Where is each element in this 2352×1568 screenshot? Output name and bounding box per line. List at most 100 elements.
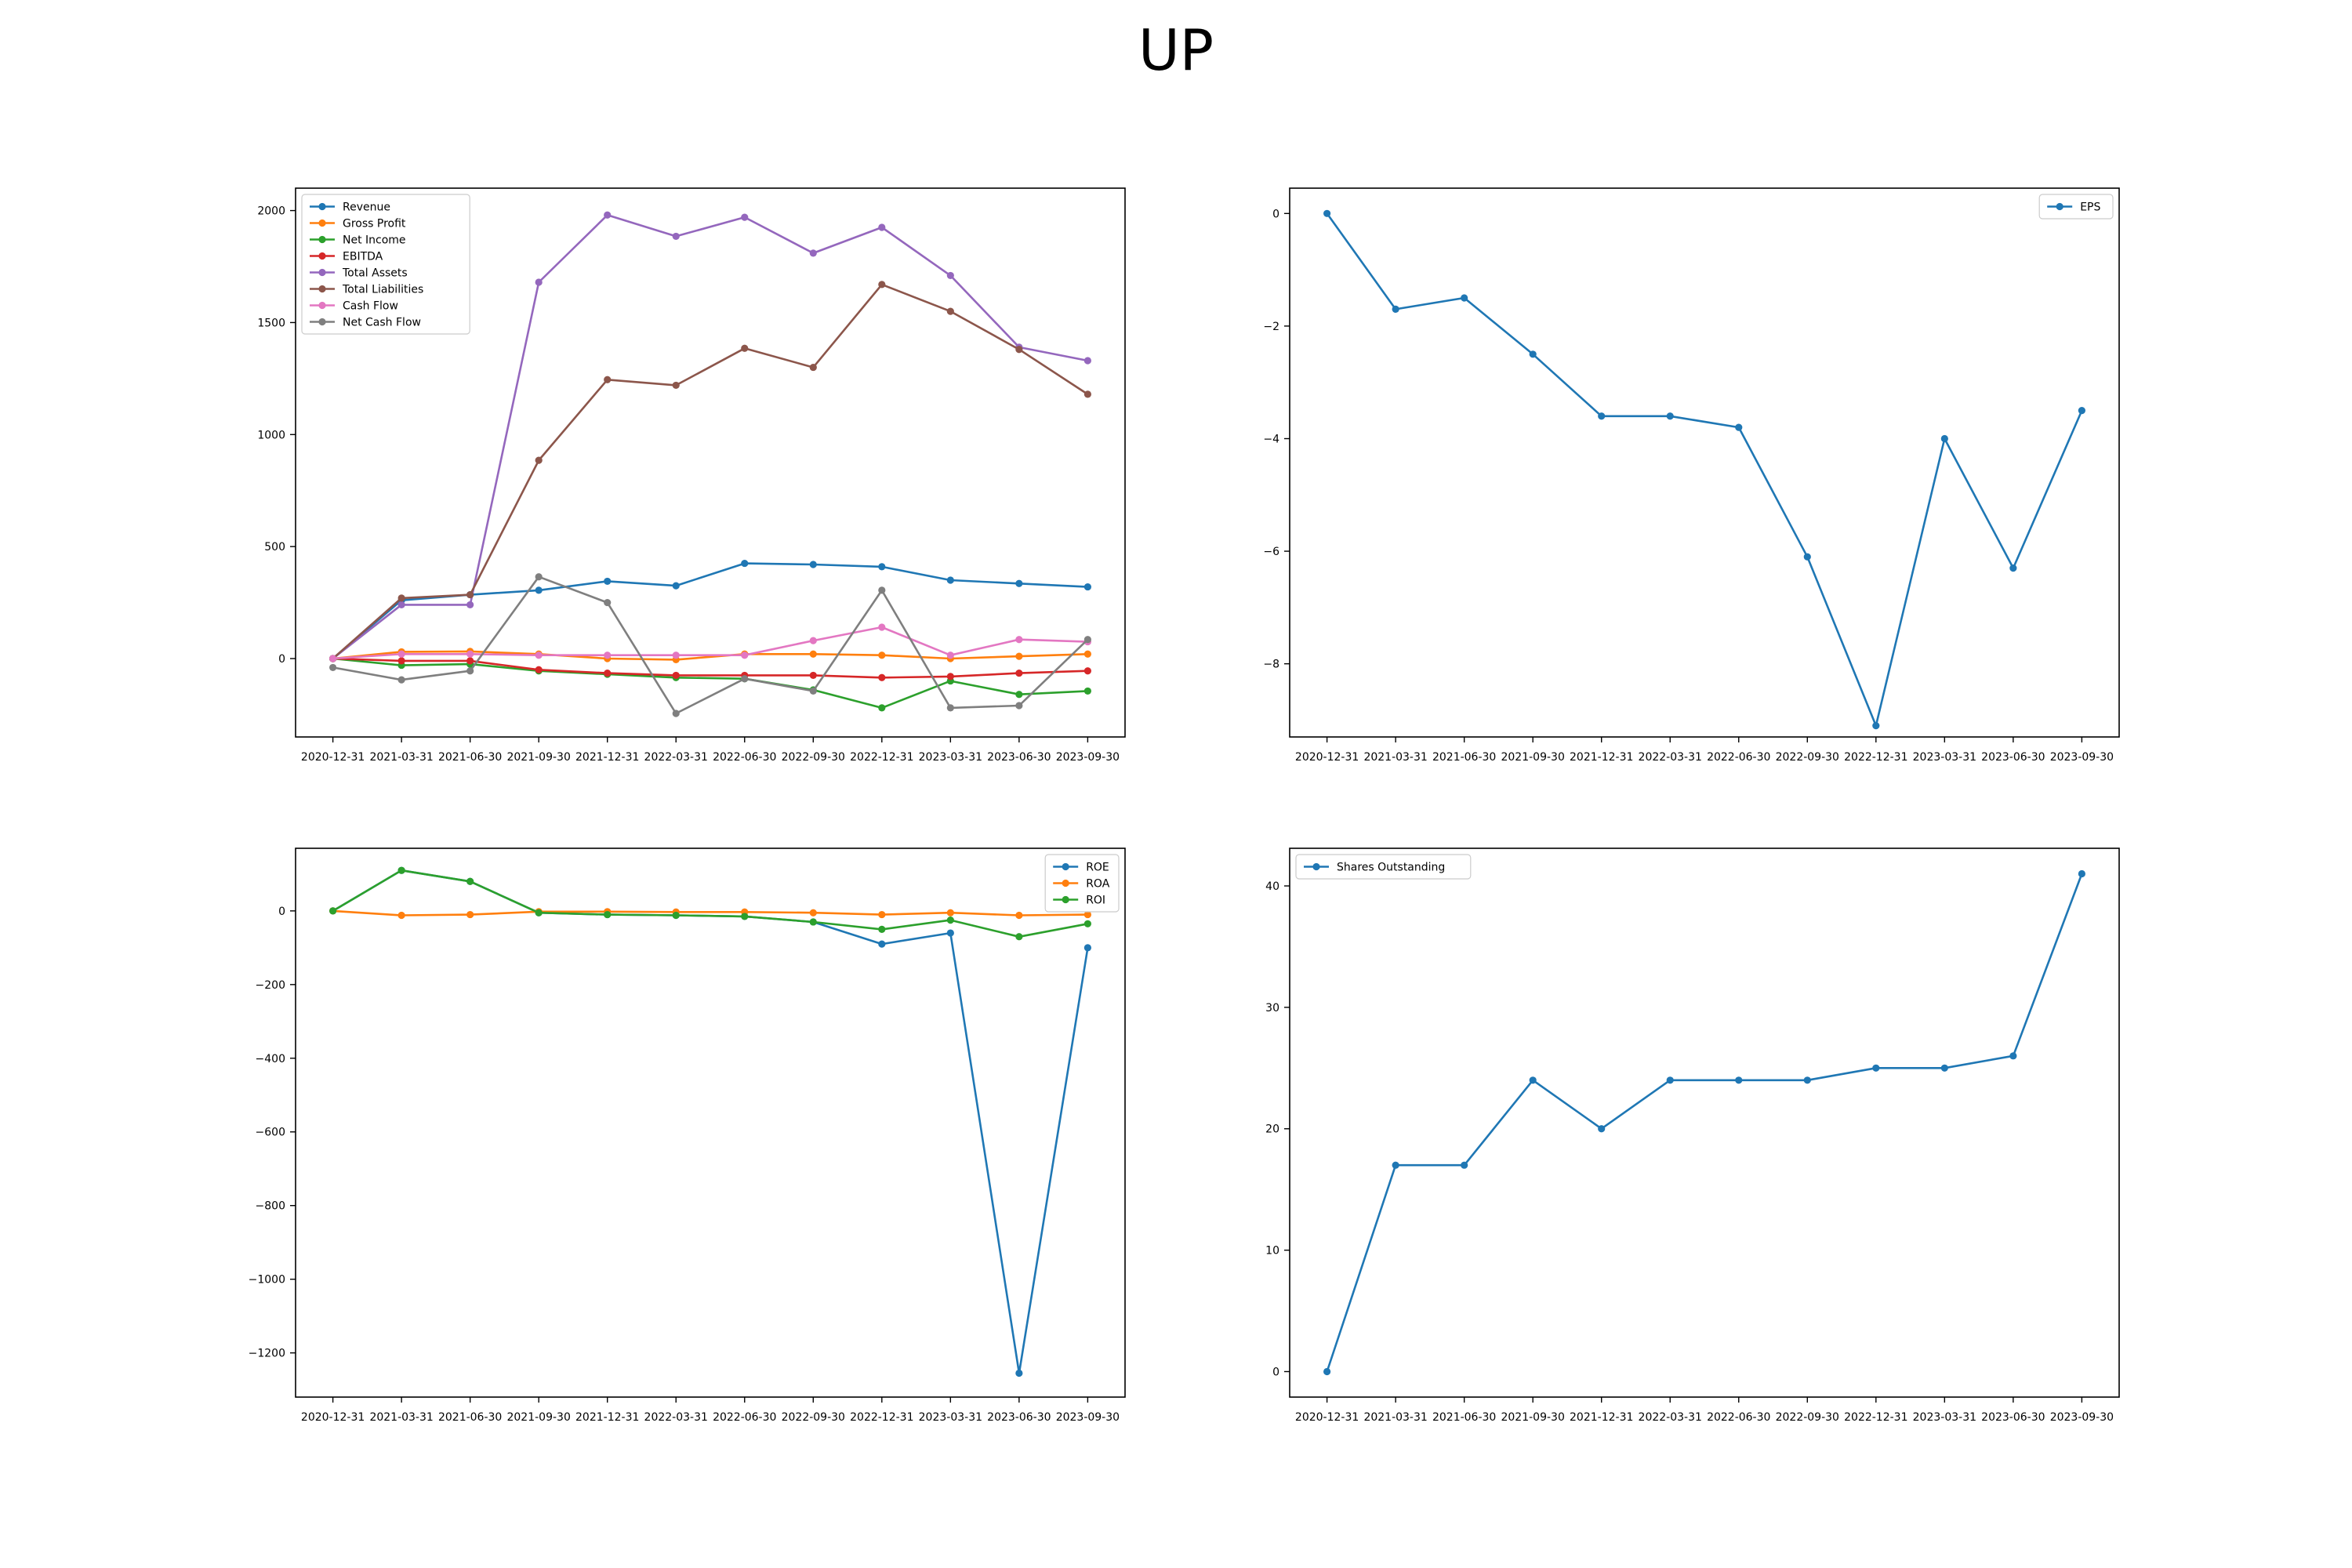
total-liabilities-point: [1083, 390, 1091, 398]
total-assets-point: [604, 211, 612, 219]
ebitda-point: [1015, 669, 1023, 677]
legend-marker-cash-flow: [318, 301, 326, 310]
chart-returns: 2020-12-31 2021-03-31 2021-06-30 2021-09-30…: [249, 848, 1126, 1424]
gross-profit-point: [809, 650, 817, 658]
total-assets-point: [672, 232, 680, 241]
financials-x-tick-label: 2021-06-30: [438, 751, 502, 764]
shares-axes-frame: [1289, 848, 2120, 1398]
legend-label-shares-outstanding: Shares Outstanding: [1337, 862, 1445, 874]
shares-x-tick-label: 2022-09-30: [1776, 1411, 1839, 1424]
eps-point: [2078, 406, 2085, 415]
shares-y-tick-label: 10: [1265, 1245, 1279, 1258]
cash-flow-point: [809, 637, 817, 644]
eps-line: [1326, 212, 2083, 727]
financials-x-tick-label: 2021-12-31: [575, 751, 639, 764]
shares-outstanding-point: [1598, 1125, 1606, 1133]
total-assets-point: [397, 601, 405, 609]
ebitda-point: [946, 673, 954, 681]
shares-series-shares-outstanding: [1323, 869, 2085, 1376]
returns-y-tick-label: −1000: [249, 1274, 285, 1287]
revenue-point: [1083, 583, 1091, 591]
returns-x-tick-label: 2022-03-31: [644, 1411, 708, 1424]
roi-point: [946, 916, 954, 924]
roa-point: [1083, 910, 1091, 919]
eps-point: [1323, 209, 1331, 217]
legend-marker-total-liabilities: [318, 285, 326, 293]
eps-x-tick-label: 2023-06-30: [1981, 751, 2045, 764]
cash-flow-line: [332, 626, 1088, 660]
revenue-line: [332, 562, 1088, 659]
eps-point: [1735, 423, 1743, 431]
financials-x-tick-label: 2022-12-31: [850, 751, 913, 764]
financials-series-revenue: [329, 559, 1091, 662]
roa-line: [332, 909, 1088, 916]
cash-flow-point: [329, 655, 337, 662]
cash-flow-point: [397, 650, 405, 658]
legend-marker-gross-profit: [318, 219, 326, 227]
roi-point: [397, 866, 405, 874]
roi-point: [741, 913, 749, 920]
net-cash-flow-point: [397, 676, 405, 684]
returns-series-roe: [329, 866, 1091, 1377]
net-cash-flow-point: [672, 710, 680, 717]
shares-x-tick-label: 2022-03-31: [1639, 1411, 1702, 1424]
financials-series-net-cash-flow: [329, 573, 1091, 717]
roa-point: [878, 910, 886, 919]
financials-legend-box: [301, 194, 470, 335]
cash-flow-point: [878, 623, 886, 631]
gross-profit-point: [1083, 650, 1091, 658]
net-income-point: [1015, 691, 1023, 699]
shares-outstanding-point: [2078, 869, 2085, 878]
net-cash-flow-point: [604, 598, 612, 607]
eps-y-tick-label: 0: [1272, 208, 1279, 220]
returns-x-tick-label: 2023-09-30: [1056, 1411, 1120, 1424]
legend-marker-revenue: [318, 202, 326, 211]
shares-x-tick-label: 2021-09-30: [1501, 1411, 1564, 1424]
net-income-point: [1083, 687, 1091, 695]
total-liabilities-point: [535, 456, 543, 464]
total-assets-point: [466, 601, 474, 609]
roi-line: [332, 869, 1088, 938]
legend-marker-net-cash-flow: [318, 318, 326, 326]
roe-point: [1083, 944, 1091, 952]
financials-series-cash-flow: [329, 623, 1091, 662]
chart-shares-outstanding: 2020-12-31 2021-03-31 2021-06-30 2021-09-30…: [1265, 848, 2120, 1424]
revenue-point: [1015, 579, 1023, 587]
revenue-point: [604, 577, 612, 586]
eps-point: [1461, 294, 1468, 302]
roe-point: [946, 929, 954, 937]
eps-x-tick-label: 2023-09-30: [2050, 751, 2114, 764]
eps-x-tick-label: 2022-03-31: [1639, 751, 1702, 764]
returns-y-tick-label: −600: [256, 1127, 285, 1139]
ebitda-point: [809, 671, 817, 680]
revenue-point: [741, 559, 749, 568]
eps-y-tick-label: −2: [1263, 321, 1279, 333]
roi-point: [604, 910, 612, 919]
roi-point: [535, 909, 543, 916]
cash-flow-point: [604, 652, 612, 659]
total-liabilities-point: [946, 307, 954, 315]
shares-legend: Shares Outstanding: [1295, 854, 1472, 880]
legend-label-total-assets: Total Assets: [342, 267, 408, 280]
total-liabilities-point: [672, 381, 680, 390]
shares-outstanding-point: [1461, 1161, 1468, 1169]
chart-financials: 2020-12-31 2021-03-31 2021-06-30 2021-09-30…: [257, 187, 1126, 764]
legend-marker-ebitda: [318, 252, 326, 260]
financials-y-tick-label: 500: [264, 541, 285, 554]
returns-legend: ROE ROA ROI: [1044, 854, 1120, 913]
total-liabilities-point: [397, 594, 405, 602]
eps-point: [1940, 434, 1948, 443]
returns-series-roi: [329, 866, 1091, 941]
returns-x-tick-label: 2021-03-31: [369, 1411, 433, 1424]
legend-label-revenue: Revenue: [343, 201, 390, 214]
total-assets-point: [535, 278, 543, 286]
legend-label-net-cash-flow: Net Cash Flow: [343, 317, 421, 329]
ebitda-point: [878, 673, 886, 681]
net-cash-flow-point: [878, 586, 886, 594]
revenue-point: [809, 561, 817, 568]
net-cash-flow-point: [329, 663, 337, 672]
net-cash-flow-point: [741, 675, 749, 683]
roa-point: [809, 909, 817, 916]
roe-line: [332, 869, 1089, 1374]
ebitda-point: [672, 671, 680, 680]
